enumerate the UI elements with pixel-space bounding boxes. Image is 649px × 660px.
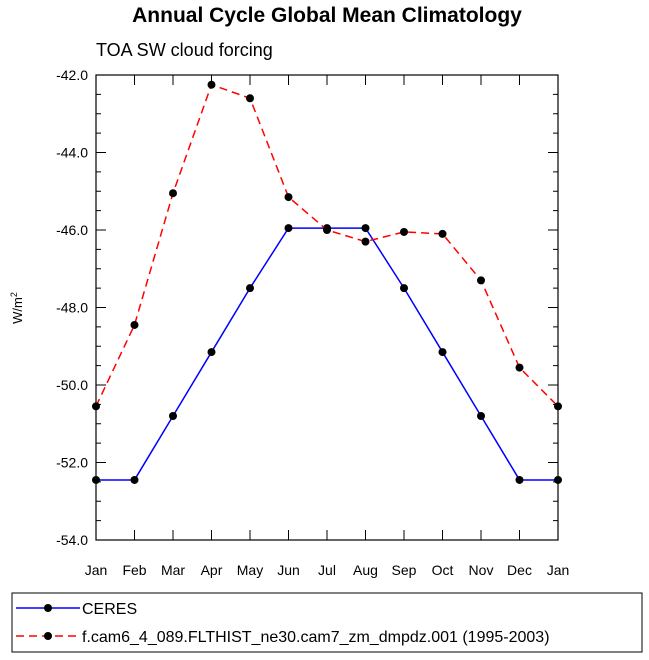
series-1-point [400, 284, 408, 293]
y-tick-label: -42.0 [56, 67, 88, 83]
series-1-point [361, 224, 370, 233]
series-2-point [323, 226, 331, 234]
series-2-point [477, 276, 485, 285]
series-1-point [477, 412, 485, 420]
series-2-point [361, 237, 370, 246]
y-axis-label-superscript: 2 [9, 292, 19, 297]
chart-subtitle: TOA SW cloud forcing [96, 40, 273, 60]
series-layer [92, 80, 562, 484]
series-1-point [438, 348, 447, 357]
series-1-point [130, 475, 139, 484]
y-tick-label: -44.0 [56, 145, 88, 161]
series-1-point [515, 475, 524, 484]
series-2-point [92, 402, 100, 411]
series-2-point [207, 80, 216, 89]
series-1-point [554, 475, 562, 484]
series-1-point [92, 475, 100, 484]
y-tick-label: -54.0 [56, 532, 88, 548]
x-tick-label: Jun [277, 562, 300, 578]
x-tick-label: Dec [507, 562, 532, 578]
series-1-point [169, 412, 177, 420]
legend-box [11, 592, 643, 653]
series-2-point [130, 320, 139, 329]
x-tick-label: Sep [392, 562, 417, 578]
x-tick-label: Oct [432, 562, 454, 578]
series-2-point [554, 402, 562, 411]
y-axis-label: W/m2 [9, 292, 25, 324]
x-tick-label: Jul [318, 562, 336, 578]
legend-label-2: f.cam6_4_089.FLTHIST_ne30.cam7_zm_dmpdz.… [82, 629, 550, 646]
series-2-point [438, 229, 447, 238]
series-line-1 [96, 227, 558, 481]
series-2-point [284, 193, 293, 202]
y-tick-label: -46.0 [56, 222, 88, 238]
chart-title: Annual Cycle Global Mean Climatology [132, 4, 522, 27]
series-line-2 [95, 83, 559, 407]
series-2-point [400, 227, 408, 236]
plot-frame [95, 74, 559, 541]
series-2-point [246, 94, 254, 103]
svg-text:W/m2: W/m2 [9, 292, 25, 324]
x-tick-label: Mar [161, 562, 185, 578]
series-2-point [515, 363, 524, 372]
x-tick-label: Nov [469, 562, 494, 578]
legend-marker-2 [44, 632, 52, 640]
x-tick-label: Apr [201, 562, 223, 578]
x-tick-label: Aug [353, 562, 378, 578]
x-tick-label: Feb [122, 562, 146, 578]
series-1-point [246, 284, 254, 293]
series-1-point [207, 348, 216, 357]
y-tick-label: -48.0 [56, 300, 88, 316]
y-tick-label: -52.0 [56, 455, 88, 471]
legend: CERES f.cam6_4_089.FLTHIST_ne30.cam7_zm_d… [11, 592, 643, 653]
plot-axes: -42.0 -44.0 -46.0 -48.0 -50.0 -52.0 -54.0 Jan Fe… [56, 67, 569, 578]
legend-marker-1 [44, 604, 52, 612]
x-tick-label: Jan [85, 562, 108, 578]
series-1-point [284, 224, 293, 233]
y-axis-label-text: W/m [10, 297, 25, 324]
x-tick-label: Jan [547, 562, 570, 578]
x-tick-label: May [237, 562, 263, 578]
y-tick-label: -50.0 [56, 377, 88, 393]
legend-label-1: CERES [82, 601, 137, 618]
series-2-point [169, 189, 177, 198]
